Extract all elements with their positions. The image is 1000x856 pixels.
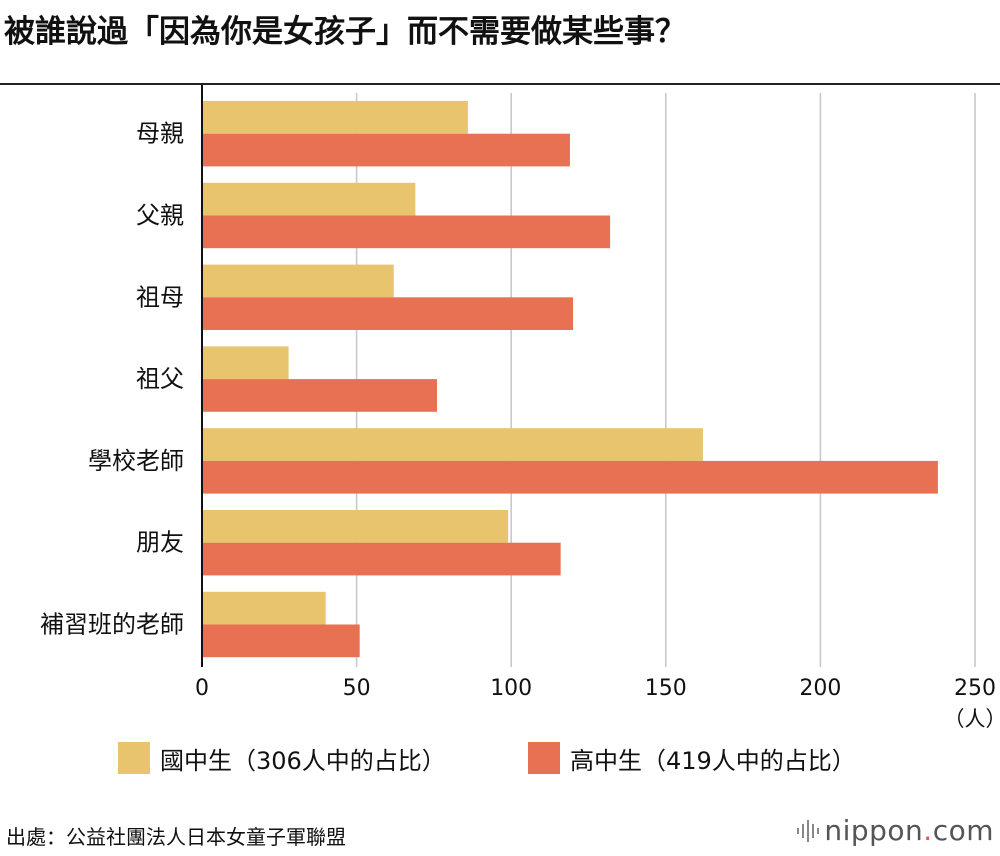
category-label: 母親: [136, 120, 184, 148]
category-label: 補習班的老師: [40, 611, 184, 639]
bar-senior-high: [202, 297, 574, 330]
x-tick-label: 150: [645, 676, 687, 701]
bar-junior-high: [202, 101, 468, 134]
x-tick-label: 200: [799, 676, 841, 701]
category-label: 朋友: [136, 529, 184, 557]
legend-item-junior-high: 國中生（306人中的占比）: [118, 738, 446, 778]
category-label: 學校老師: [88, 447, 184, 475]
bar-senior-high: [202, 542, 561, 576]
legend-swatch-junior-high: [118, 742, 150, 774]
nippon-logo: nippon.com: [794, 814, 994, 847]
x-tick-label: 0: [195, 676, 209, 701]
nippon-logo-icon: [797, 819, 820, 842]
legend-label-senior-high: 高中生（419人中的占比）: [570, 746, 856, 775]
category-label: 祖母: [136, 283, 184, 311]
bar-junior-high: [202, 346, 289, 380]
bar-senior-high: [202, 215, 611, 249]
bar-junior-high: [202, 264, 394, 298]
x-tick-label: 250: [954, 676, 996, 701]
x-axis-unit: （人）: [944, 707, 1000, 731]
bar-senior-high: [202, 624, 360, 658]
bar-senior-high: [202, 379, 437, 412]
bar-senior-high: [202, 133, 570, 167]
bar-junior-high: [202, 510, 509, 543]
bar-senior-high: [202, 460, 938, 494]
chart-title: 被誰說過「因為你是女孩子」而不需要做某些事？: [4, 14, 686, 50]
category-label: 父親: [136, 202, 184, 230]
source-note: 出處：公益社團法人日本女童子軍聯盟: [6, 825, 346, 849]
legend-item-senior-high: 高中生（419人中的占比）: [528, 738, 856, 778]
title-divider: [0, 83, 1000, 85]
bar-junior-high: [202, 428, 703, 461]
x-tick-label: 50: [343, 676, 371, 701]
legend-label-junior-high: 國中生（306人中的占比）: [160, 746, 446, 775]
bar-junior-high: [202, 591, 326, 625]
x-tick-label: 100: [490, 676, 532, 701]
category-label: 祖父: [136, 365, 184, 393]
bar-junior-high: [202, 182, 416, 216]
legend-swatch-senior-high: [528, 742, 560, 774]
nippon-logo-text: nippon.com: [824, 814, 994, 847]
